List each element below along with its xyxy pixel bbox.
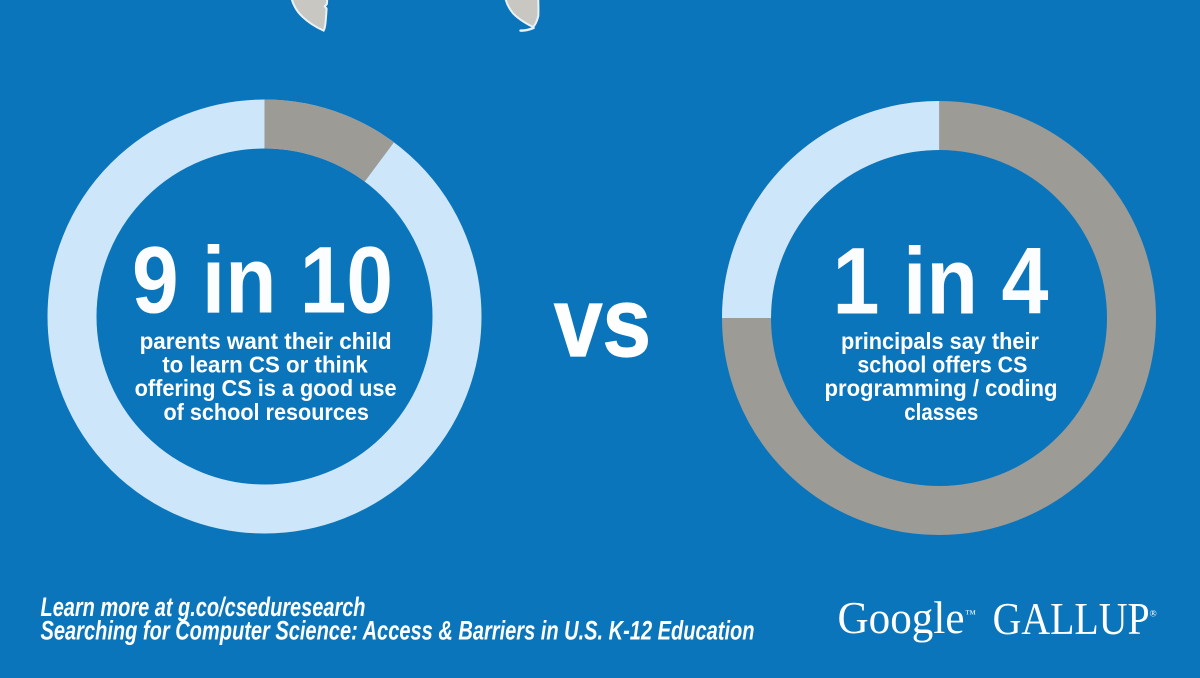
svg-text:offering CS is a good use: offering CS is a good use bbox=[135, 375, 397, 401]
svg-text:GALLUP: GALLUP bbox=[993, 594, 1150, 644]
svg-text:9 in 10: 9 in 10 bbox=[132, 228, 393, 334]
svg-text:™: ™ bbox=[965, 609, 976, 621]
svg-text:Google: Google bbox=[838, 593, 965, 643]
svg-text:vs: vs bbox=[554, 267, 651, 377]
svg-text:principals say their: principals say their bbox=[841, 328, 1039, 354]
svg-text:classes: classes bbox=[904, 399, 978, 425]
svg-text:Learn more at g.co/cseduresear: Learn more at g.co/cseduresearch bbox=[41, 592, 366, 622]
svg-text:school offers CS: school offers CS bbox=[857, 352, 1027, 378]
svg-text:Searching for Computer Science: Searching for Computer Science: Access &… bbox=[41, 615, 755, 645]
svg-text:®: ® bbox=[1150, 609, 1157, 620]
svg-text:of school resources: of school resources bbox=[163, 399, 369, 425]
svg-text:programming / coding: programming / coding bbox=[825, 375, 1058, 401]
svg-text:1 in 4: 1 in 4 bbox=[833, 229, 1049, 335]
svg-text:to learn CS or think: to learn CS or think bbox=[162, 352, 368, 378]
svg-text:parents want their child: parents want their child bbox=[140, 328, 392, 354]
